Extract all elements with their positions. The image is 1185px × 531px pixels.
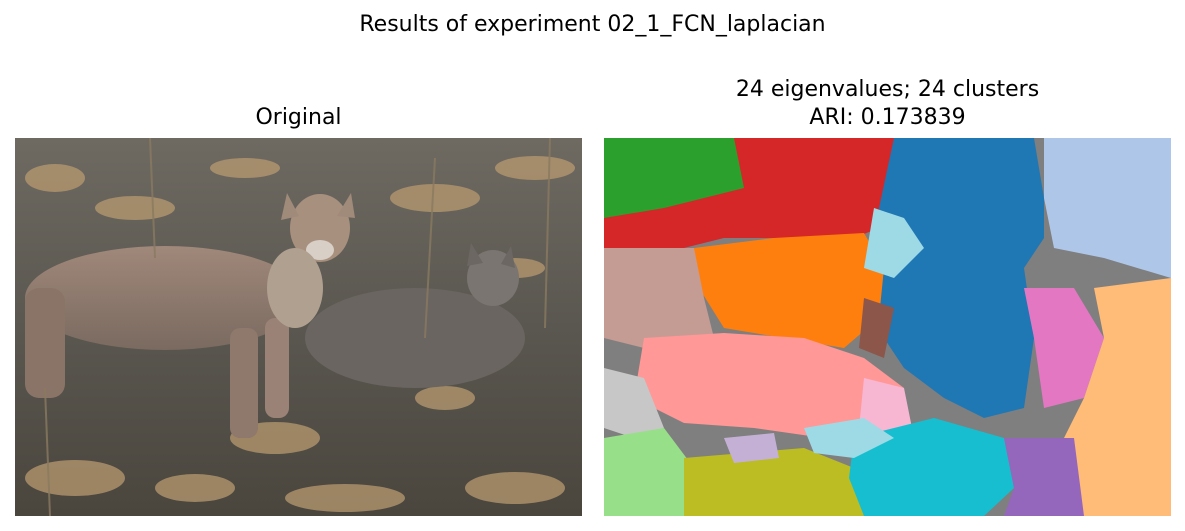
original-image	[15, 138, 582, 516]
segment-salmon	[634, 333, 904, 438]
segmentation-title-line-2: ARI: 0.173839	[809, 105, 966, 130]
segment-pink	[1024, 288, 1104, 408]
segment-olive	[684, 448, 864, 516]
segment-blue	[874, 138, 1044, 418]
segmentation-map	[604, 138, 1171, 516]
segment-brown	[859, 298, 894, 358]
original-panel-title: Original	[255, 105, 342, 130]
figure-title: Results of experiment 02_1_FCN_laplacian	[359, 12, 826, 37]
segmentation-panel-title: 24 eigenvalues; 24 clusters ARI: 0.17383…	[604, 76, 1171, 132]
cougar-cub	[305, 243, 525, 388]
original-image-canvas	[15, 138, 582, 516]
segment-cyan-light-upper	[864, 208, 924, 278]
segment-cyan-light-lower	[804, 418, 894, 458]
segment-light-blue	[1044, 138, 1171, 278]
segment-peach	[1064, 278, 1171, 516]
grass-stems	[44, 138, 551, 516]
segment-teal	[849, 418, 1014, 516]
adult-cougar	[25, 193, 355, 438]
segment-light-gray	[604, 368, 664, 438]
segment-rose-brown	[604, 248, 714, 348]
segmentation-map-canvas	[604, 138, 1171, 516]
segment-red	[604, 138, 894, 253]
segmentation-title-line-1: 24 eigenvalues; 24 clusters	[735, 77, 1040, 102]
segment-lavender	[724, 433, 779, 463]
segment-purple	[1004, 438, 1084, 516]
segment-orange	[694, 233, 884, 348]
segment-light-green	[604, 428, 694, 516]
